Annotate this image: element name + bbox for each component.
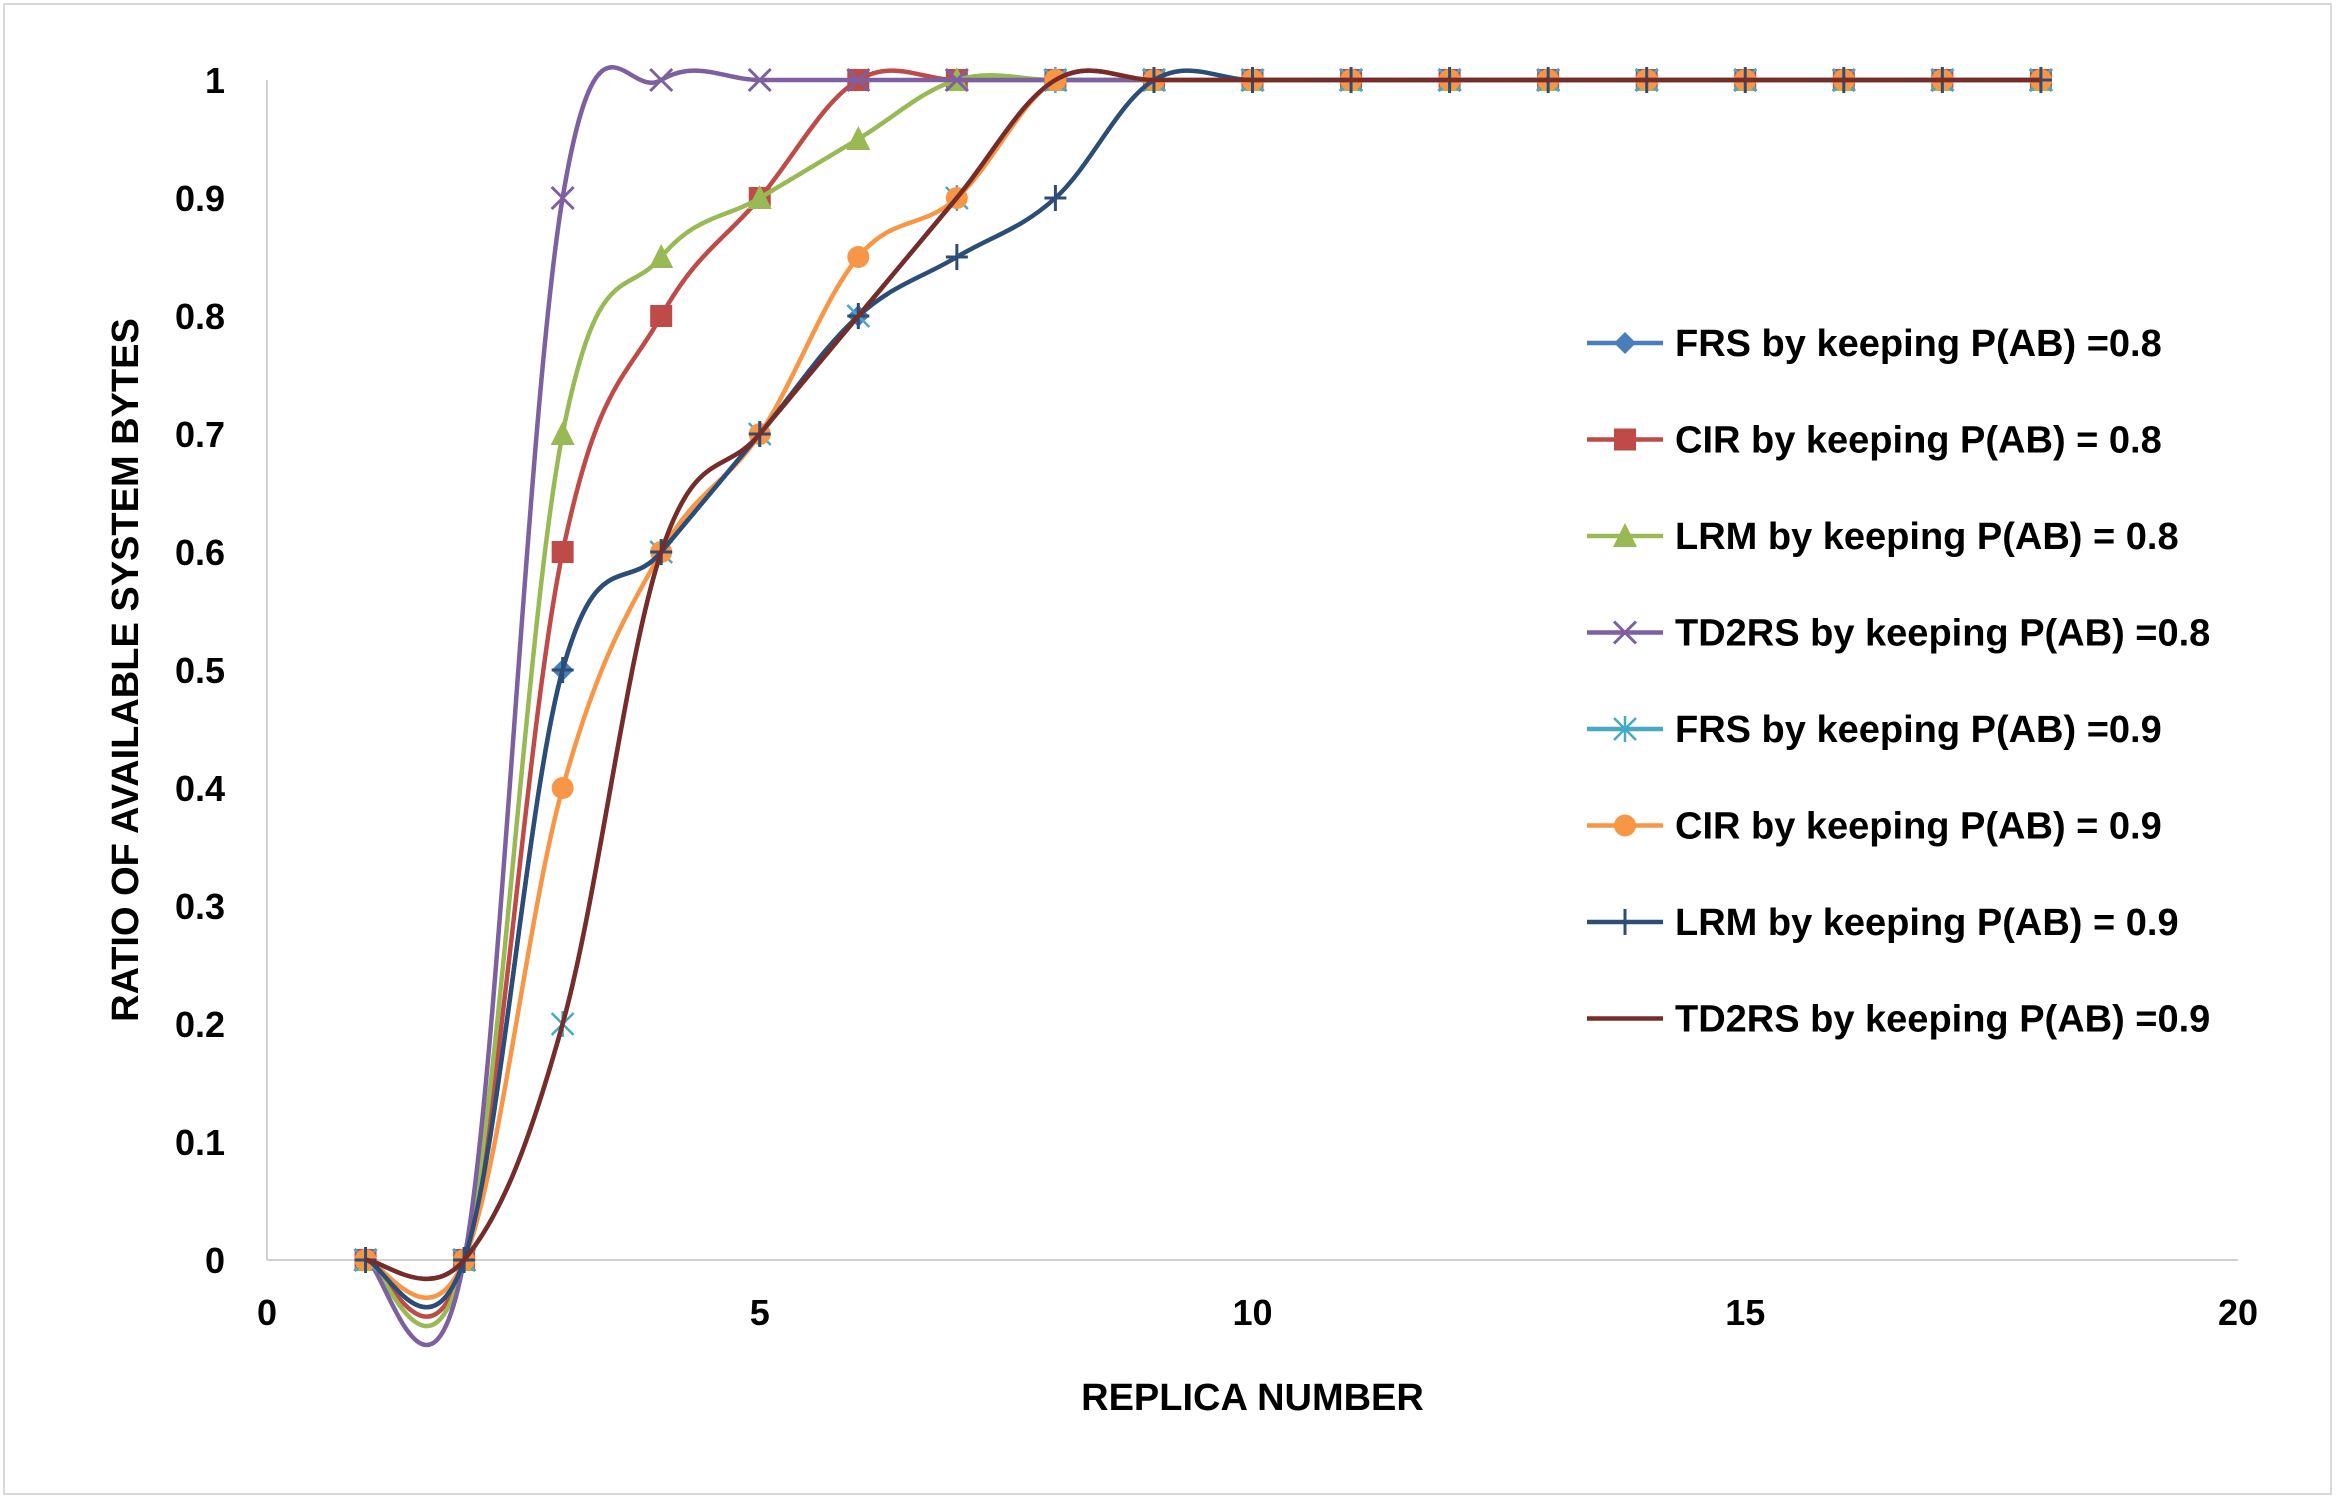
y-tick-label: 0.6: [175, 532, 225, 573]
series-line: [365, 68, 2041, 1282]
legend-entry: FRS by keeping P(AB) =0.8: [1587, 323, 2162, 365]
legend-entry: LRM by keeping P(AB) = 0.9: [1587, 902, 2179, 944]
y-tick-label: 0.7: [175, 414, 225, 455]
y-tick-label: 0.9: [175, 178, 225, 219]
series-2: [354, 68, 2052, 1319]
series-1: [354, 68, 2052, 1310]
legend-label: CIR by keeping P(AB) = 0.8: [1675, 420, 2162, 462]
legend-swatch-marker: [1614, 428, 1636, 451]
y-tick-label: 0.2: [175, 1004, 225, 1045]
legend-entry: FRS by keeping P(AB) =0.9: [1587, 709, 2162, 751]
legend-entry: CIR by keeping P(AB) = 0.9: [1587, 806, 2162, 848]
x-tick-label: 20: [2218, 1292, 2258, 1333]
line-chart: 00.10.20.30.40.50.60.70.80.910 5 10 15 20 FR…: [105, 60, 2258, 1419]
data-point: [550, 185, 575, 211]
legend-swatch-marker: [1613, 716, 1637, 742]
series-7: [354, 67, 2052, 1310]
series-line: [365, 68, 2041, 1282]
x-tick-label: 5: [750, 1292, 770, 1333]
data-point: [846, 126, 871, 150]
legend-label: LRM by keeping P(AB) = 0.8: [1675, 516, 2179, 558]
y-tick-label: 0.1: [175, 1122, 225, 1163]
x-axis-title: REPLICA NUMBER: [1081, 1377, 1424, 1419]
legend-swatch-marker: [1614, 814, 1636, 837]
series-3: [353, 67, 2053, 1329]
data-point: [747, 185, 772, 209]
legend-entry: CIR by keeping P(AB) = 0.8: [1587, 420, 2162, 462]
series-8: [365, 68, 2041, 1282]
legend-label: TD2RS by keeping P(AB) =0.9: [1675, 999, 2210, 1041]
x-tick-label: 0: [257, 1292, 277, 1333]
series-4: [353, 65, 2053, 1348]
legend-label: TD2RS by keeping P(AB) =0.8: [1675, 613, 2210, 655]
series-line: [364, 68, 2041, 1319]
data-point: [944, 67, 969, 93]
series-line: [365, 68, 2041, 1301]
y-tick-label: 0.5: [175, 650, 225, 691]
chart-frame: 0 0.1 0.2 0.3 0.4 0.5 0.6 0.7 0.8 0.9 1 0 5 10 15 20 FR…: [3, 3, 2332, 1495]
legend-swatch-marker: [1612, 620, 1638, 645]
legend-entry: TD2RS by keeping P(AB) =0.8: [1587, 613, 2210, 655]
data-point: [551, 657, 574, 683]
legend-label: FRS by keeping P(AB) =0.9: [1675, 709, 2162, 751]
legend-entry: TD2RS by keeping P(AB) =0.9: [1587, 999, 2210, 1041]
y-tick-label: 1: [205, 60, 225, 101]
y-tick-label: 0: [205, 1240, 225, 1281]
data-point: [945, 244, 968, 270]
data-point: [649, 67, 674, 93]
legend-label: CIR by keeping P(AB) = 0.9: [1675, 806, 2162, 848]
y-tick-label: 0.4: [175, 768, 225, 809]
legend-swatch-marker: [1613, 523, 1637, 547]
series-line: [364, 68, 2041, 1310]
series-line: [364, 65, 2041, 1348]
series-layer: [353, 65, 2053, 1348]
series-line: [364, 73, 2041, 1329]
legend: FRS by keeping P(AB) =0.8 CIR by keeping …: [1587, 323, 2210, 1041]
series-5: [353, 67, 2053, 1282]
data-point: [1044, 185, 1067, 211]
data-point: [550, 421, 575, 445]
data-point: [551, 777, 574, 799]
y-tick-label: 0.8: [175, 296, 225, 337]
legend-label: LRM by keeping P(AB) = 0.9: [1675, 902, 2179, 944]
legend-label: FRS by keeping P(AB) =0.8: [1675, 323, 2162, 365]
data-point: [846, 67, 871, 93]
legend-swatch-marker: [1614, 332, 1636, 354]
legend-entry: LRM by keeping P(AB) = 0.8: [1587, 516, 2179, 558]
data-point: [747, 67, 772, 93]
y-tick-label: 0.3: [175, 886, 225, 927]
series-6: [354, 68, 2052, 1301]
data-point: [847, 246, 870, 268]
y-axis-title: RATIO OF AVAILABLE SYSTEM BYTES: [105, 318, 147, 1022]
data-point: [551, 541, 574, 563]
data-point: [649, 244, 674, 268]
axes: 00.10.20.30.40.50.60.70.80.910 5 10 15 20: [175, 60, 2258, 1333]
legend-swatch-marker: [1614, 909, 1636, 935]
x-tick-label: 10: [1232, 1292, 1272, 1333]
series-line: [364, 68, 2041, 1310]
data-point: [650, 305, 673, 327]
x-tick-label: 15: [1725, 1292, 1765, 1333]
